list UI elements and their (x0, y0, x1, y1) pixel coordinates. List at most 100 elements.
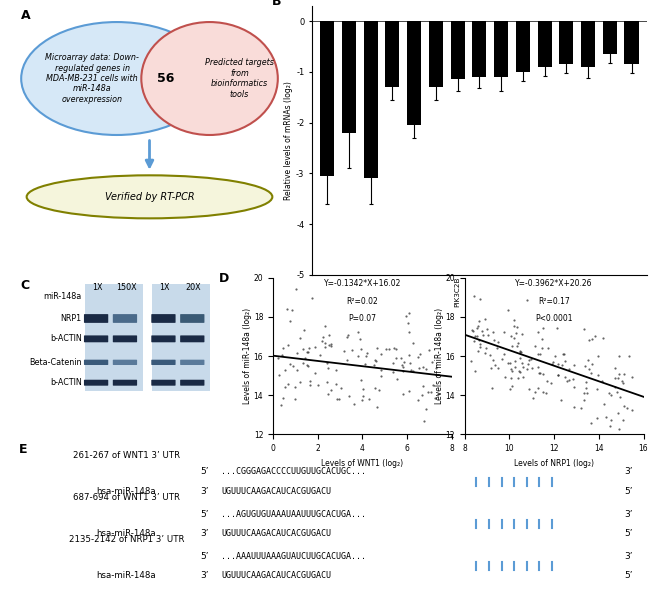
Point (599, 400, 609, 409)
Text: 5’: 5’ (200, 509, 209, 519)
Point (517, 359, 527, 368)
Point (419, 416, 429, 426)
Point (537, 343, 547, 353)
FancyBboxPatch shape (113, 336, 137, 342)
Point (398, 366, 408, 375)
Point (493, 337, 503, 346)
Point (614, 351, 625, 361)
Point (303, 361, 313, 371)
Point (472, 323, 482, 333)
Text: hsa-miR-148a: hsa-miR-148a (97, 529, 156, 538)
Point (480, 344, 491, 353)
Point (558, 349, 568, 358)
Point (470, 331, 480, 340)
Point (506, 365, 517, 374)
FancyBboxPatch shape (180, 314, 205, 323)
Point (284, 316, 294, 326)
Point (408, 338, 418, 348)
Point (388, 367, 398, 376)
Point (298, 326, 309, 335)
Point (391, 345, 402, 354)
Point (292, 365, 302, 375)
Point (523, 355, 534, 365)
Point (545, 378, 556, 387)
FancyBboxPatch shape (113, 314, 137, 323)
Point (474, 339, 485, 349)
Point (553, 370, 564, 379)
Point (323, 363, 333, 372)
Point (473, 322, 483, 331)
Point (538, 324, 548, 333)
Point (392, 374, 402, 384)
Point (532, 327, 543, 337)
Point (413, 395, 423, 405)
Point (489, 335, 499, 345)
Text: 1X: 1X (159, 284, 170, 293)
Point (606, 415, 616, 425)
Point (622, 403, 632, 413)
Point (538, 387, 549, 397)
Point (421, 364, 431, 374)
Bar (85, 284, 143, 391)
Point (278, 393, 289, 402)
Point (499, 327, 509, 337)
Point (360, 360, 370, 369)
Point (547, 359, 557, 368)
Point (619, 402, 629, 411)
Point (370, 384, 380, 393)
Text: Predicted targets
from
bioinformatics
tools: Predicted targets from bioinformatics to… (205, 59, 274, 99)
Point (543, 343, 553, 353)
Point (617, 376, 627, 385)
Text: UGUUUCAAGACAUCACGUGACU: UGUUUCAAGACAUCACGUGACU (221, 529, 331, 538)
FancyBboxPatch shape (113, 360, 137, 365)
Point (506, 342, 517, 351)
Point (609, 363, 619, 372)
Point (488, 327, 499, 337)
Point (506, 331, 517, 340)
Point (482, 331, 493, 340)
Point (325, 340, 335, 349)
Text: ...AGUGUGUAAAUAAUUUGCACUGA...: ...AGUGUGUAAAUAAUUUGCACUGA... (221, 509, 366, 519)
Point (552, 371, 563, 380)
Point (579, 395, 590, 405)
FancyBboxPatch shape (113, 380, 137, 386)
Point (515, 353, 525, 363)
Point (604, 388, 614, 398)
Text: E: E (20, 443, 28, 456)
Bar (450, 21, 465, 79)
Text: R²=0.17: R²=0.17 (538, 297, 570, 306)
Point (320, 322, 330, 331)
Point (533, 362, 543, 371)
Point (613, 408, 623, 417)
Point (427, 358, 437, 367)
Point (593, 371, 603, 380)
Text: Beta-Catenin: Beta-Catenin (29, 358, 81, 367)
Text: Y=-0.3962*X+20.26: Y=-0.3962*X+20.26 (515, 280, 593, 288)
Point (470, 366, 480, 376)
Point (309, 368, 320, 377)
Point (524, 385, 534, 394)
Point (615, 392, 625, 402)
Point (318, 332, 328, 342)
Point (372, 343, 382, 353)
Text: 5’: 5’ (625, 571, 633, 580)
Point (335, 384, 346, 393)
X-axis label: Levels of WNT1 (log₂): Levels of WNT1 (log₂) (321, 459, 404, 467)
Point (285, 255, 295, 264)
Point (522, 364, 532, 374)
Point (535, 368, 545, 378)
Point (473, 335, 484, 345)
Point (349, 399, 359, 408)
Point (516, 347, 526, 356)
Point (320, 343, 330, 352)
Point (285, 359, 295, 369)
Point (534, 369, 544, 378)
Point (503, 306, 514, 315)
Point (356, 344, 366, 353)
Point (356, 376, 367, 385)
Point (384, 344, 395, 353)
Point (427, 381, 437, 390)
Point (358, 384, 368, 394)
Point (421, 404, 431, 414)
Point (398, 389, 409, 398)
